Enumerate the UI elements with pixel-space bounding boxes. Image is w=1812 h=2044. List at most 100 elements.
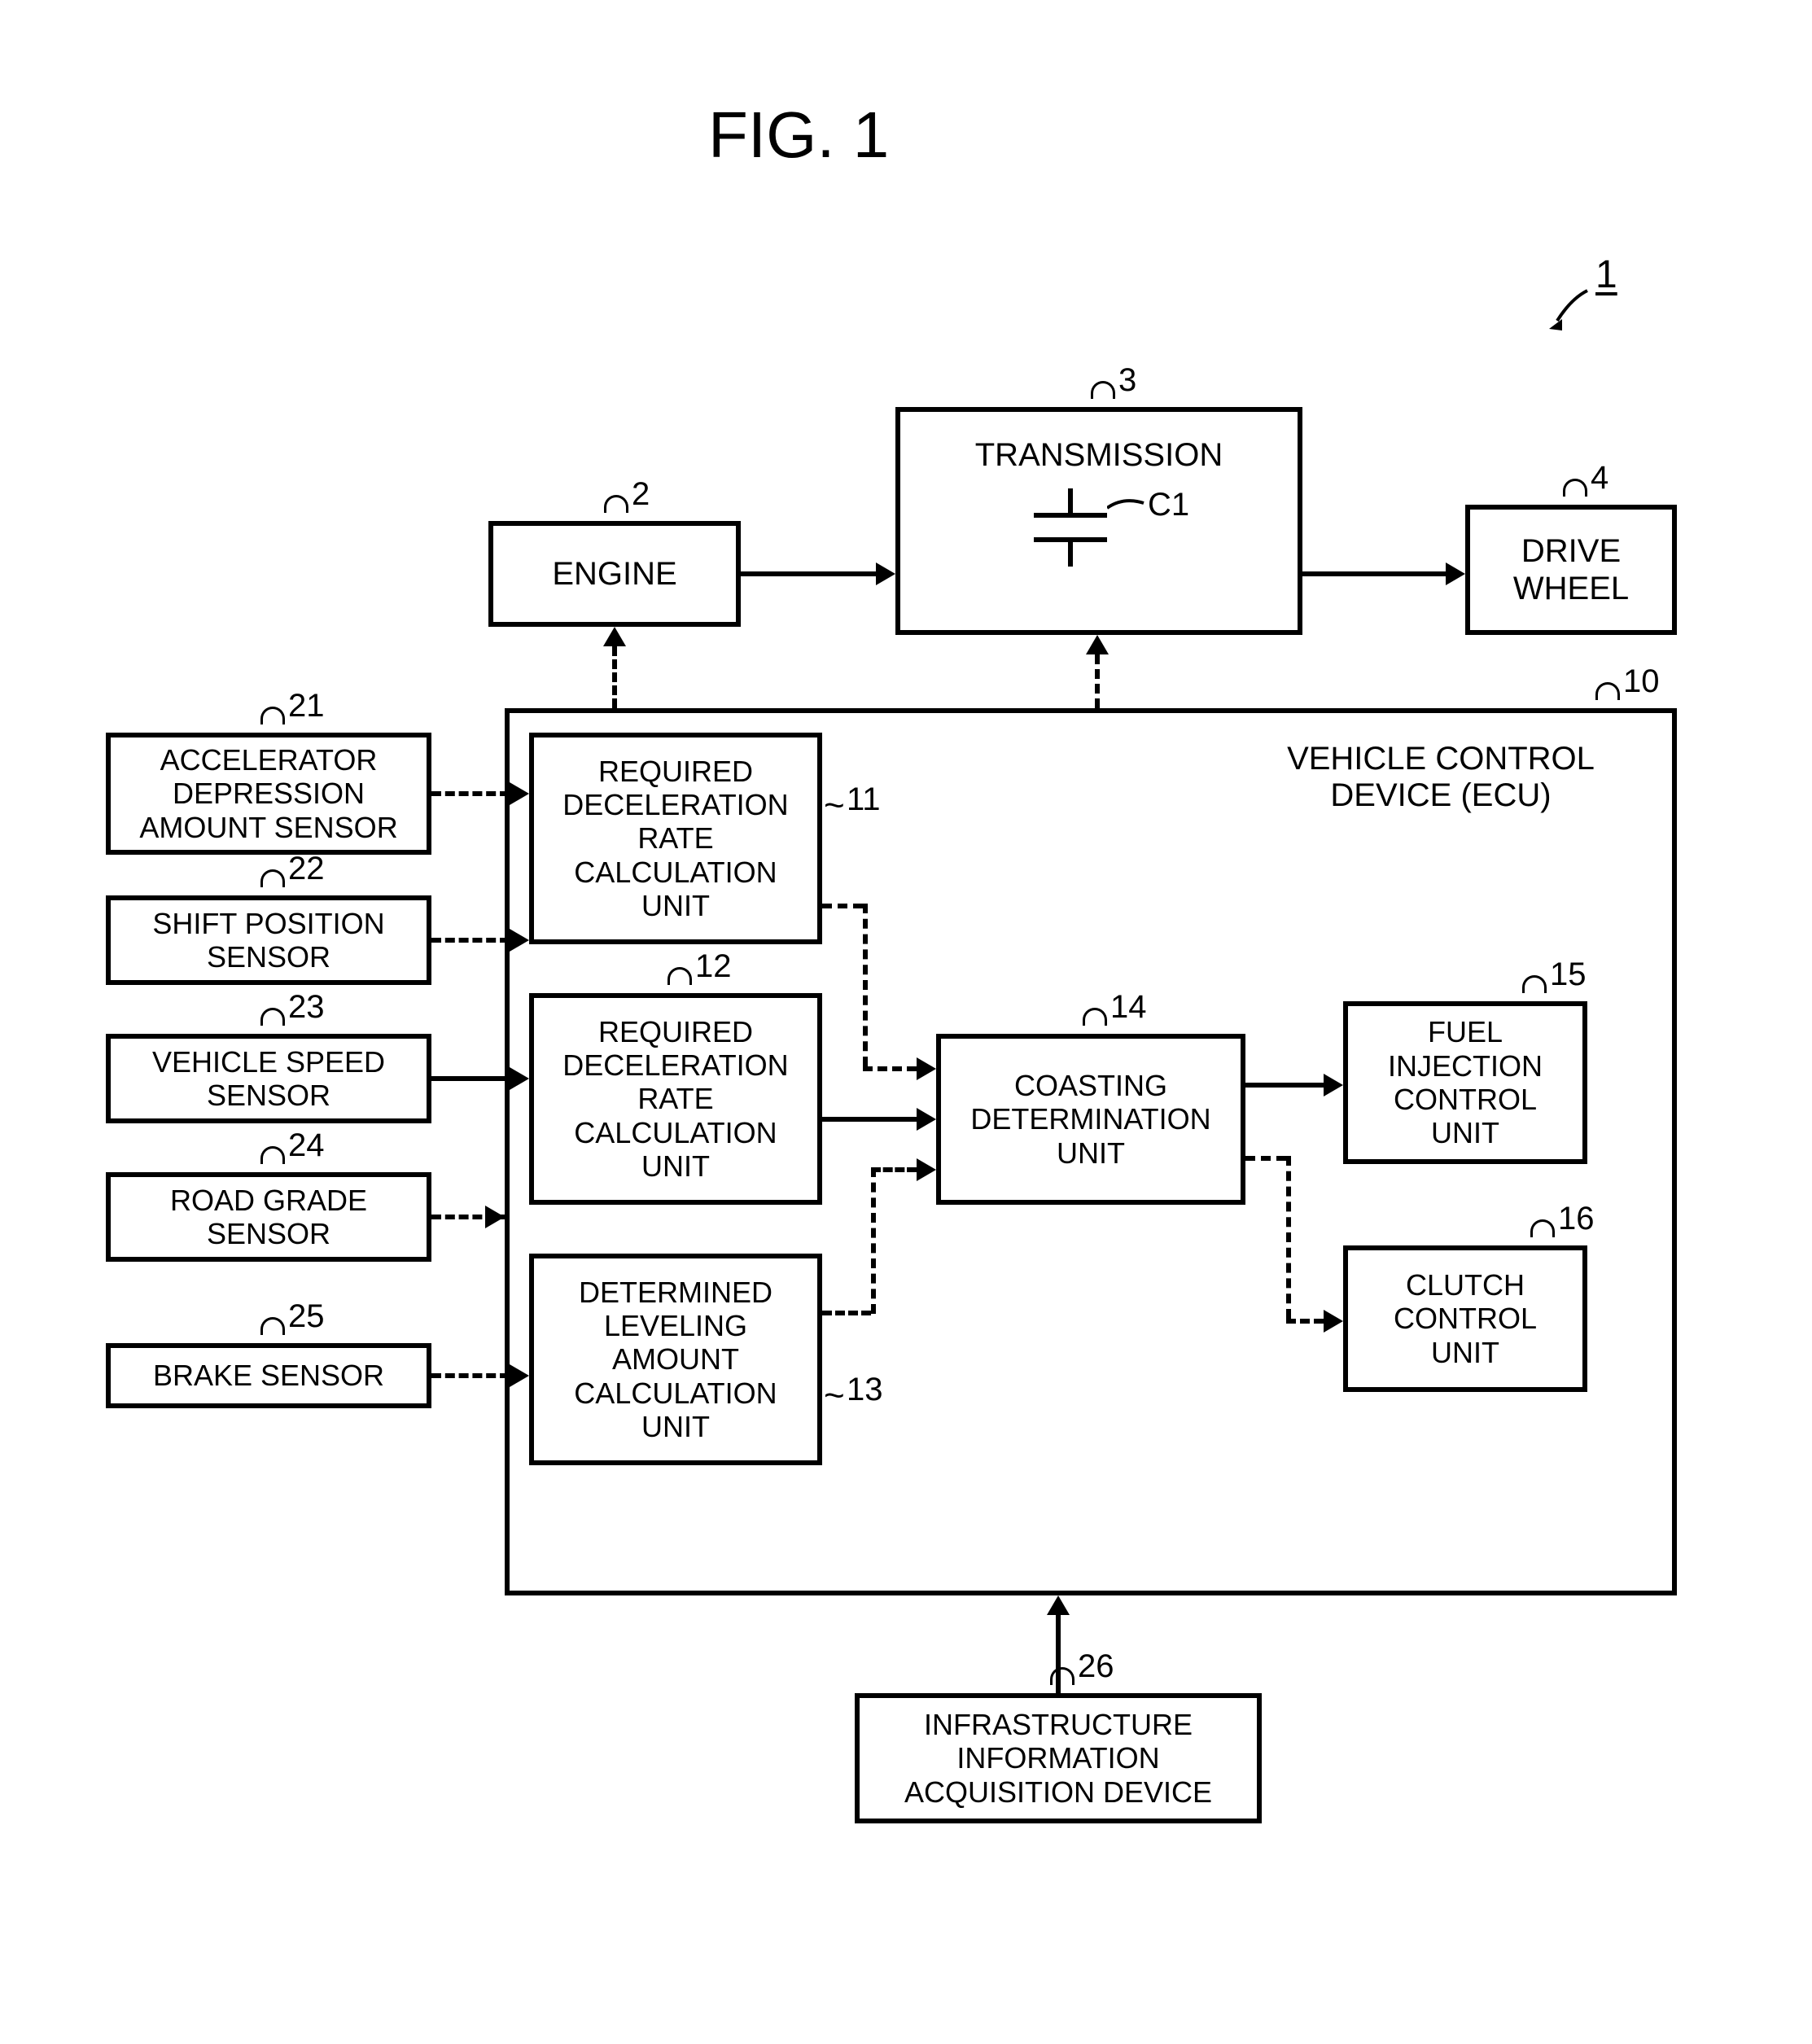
conn-ecu-trans	[1095, 654, 1100, 708]
diagram-canvas: FIG. 1 1 ENGINE 2 TRANSMISSION 3 C1 DRIV…	[0, 0, 1812, 2044]
ref-curve-24	[260, 1146, 285, 1164]
u13-label: DETERMINED LEVELING AMOUNT CALCULATION U…	[574, 1276, 777, 1444]
ref-15: 15	[1550, 956, 1587, 993]
engine-label: ENGINE	[552, 555, 676, 593]
clutch-lead-icon	[1107, 495, 1148, 519]
ecu-label: VEHICLE CONTROL DEVICE (ECU)	[1254, 741, 1628, 814]
u15-box: FUEL INJECTION CONTROL UNIT	[1343, 1001, 1587, 1164]
transmission-label: TRANSMISSION	[975, 436, 1223, 474]
ref-14: 14	[1110, 989, 1147, 1026]
ref-curve-26	[1050, 1667, 1075, 1685]
u12-box: REQUIRED DECELERATION RATE CALCULATION U…	[529, 993, 822, 1205]
ref-curve-23	[260, 1008, 285, 1026]
ref-curve-10	[1595, 682, 1620, 700]
ref-1-arrow-icon	[1543, 287, 1600, 335]
ref-curve-3	[1091, 381, 1115, 399]
conn-engine-trans	[741, 571, 876, 576]
arrow-engine-trans-icon	[876, 562, 895, 585]
s22-label: SHIFT POSITION SENSOR	[152, 907, 384, 974]
ref-curve-25	[260, 1317, 285, 1335]
conn-u14-u16-h1	[1245, 1156, 1286, 1161]
ref-curve-14	[1083, 1008, 1107, 1026]
s21-box: ACCELERATOR DEPRESSION AMOUNT SENSOR	[106, 733, 431, 855]
u13-box: DETERMINED LEVELING AMOUNT CALCULATION U…	[529, 1254, 822, 1465]
s24-label: ROAD GRADE SENSOR	[170, 1184, 367, 1251]
clutch-label: C1	[1148, 487, 1189, 523]
ref-21: 21	[288, 688, 325, 724]
arrow-s26-icon	[1047, 1595, 1070, 1615]
arrow-s24-icon	[485, 1206, 505, 1228]
conn-s26	[1056, 1615, 1061, 1693]
engine-box: ENGINE	[488, 521, 741, 627]
s23-label: VEHICLE SPEED SENSOR	[152, 1045, 385, 1113]
ref-26: 26	[1078, 1648, 1114, 1685]
figure-title: FIG. 1	[708, 98, 889, 173]
tilde-11: ~	[824, 786, 845, 826]
s26-box: INFRASTRUCTURE INFORMATION ACQUISITION D…	[855, 1693, 1262, 1823]
conn-u14-u16-h2	[1286, 1319, 1324, 1324]
u14-box: COASTING DETERMINATION UNIT	[936, 1034, 1245, 1205]
s21-label: ACCELERATOR DEPRESSION AMOUNT SENSOR	[139, 743, 397, 844]
ref-curve-21	[260, 707, 285, 724]
arrow-u11-u14-icon	[917, 1057, 936, 1080]
conn-s22	[431, 938, 510, 943]
arrow-u14-u16-icon	[1324, 1310, 1343, 1333]
conn-u14-u15	[1245, 1083, 1324, 1088]
u16-label: CLUTCH CONTROL UNIT	[1394, 1268, 1537, 1369]
arrow-u14-u15-icon	[1324, 1074, 1343, 1096]
u12-label: REQUIRED DECELERATION RATE CALCULATION U…	[562, 1015, 788, 1184]
s23-box: VEHICLE SPEED SENSOR	[106, 1034, 431, 1123]
ref-16: 16	[1558, 1201, 1595, 1237]
conn-s21	[431, 791, 510, 796]
arrow-s21-icon	[510, 782, 529, 805]
drive-wheel-box: DRIVE WHEEL	[1465, 505, 1677, 635]
u11-box: REQUIRED DECELERATION RATE CALCULATION U…	[529, 733, 822, 944]
conn-u14-u16-v	[1286, 1156, 1291, 1319]
ref-curve-4	[1563, 479, 1587, 497]
tilde-13: ~	[824, 1376, 845, 1416]
u11-label: REQUIRED DECELERATION RATE CALCULATION U…	[562, 755, 788, 923]
conn-u13-r2	[871, 1167, 917, 1172]
conn-u12-u14	[822, 1117, 917, 1122]
ref-curve-15	[1522, 975, 1547, 993]
conn-s25	[431, 1373, 510, 1378]
arrow-ecu-engine-icon	[603, 627, 626, 646]
arrow-u12-u14-icon	[917, 1108, 936, 1131]
conn-u11-r2	[863, 1066, 917, 1071]
s24-box: ROAD GRADE SENSOR	[106, 1172, 431, 1262]
clutch-top-v	[1068, 488, 1073, 513]
ref-12: 12	[695, 948, 732, 985]
conn-u13-r1	[822, 1311, 871, 1315]
ref-10: 10	[1623, 663, 1660, 700]
arrow-s23-icon	[510, 1067, 529, 1090]
clutch-top-h	[1034, 513, 1107, 518]
u16-box: CLUTCH CONTROL UNIT	[1343, 1245, 1587, 1392]
s22-box: SHIFT POSITION SENSOR	[106, 895, 431, 985]
s25-box: BRAKE SENSOR	[106, 1343, 431, 1408]
arrow-u13-u14-icon	[917, 1158, 936, 1181]
ref-curve-22	[260, 869, 285, 887]
transmission-box: TRANSMISSION	[895, 407, 1302, 635]
ref-25: 25	[288, 1298, 325, 1335]
arrow-s22-icon	[510, 929, 529, 952]
arrow-trans-wheel-icon	[1446, 562, 1465, 585]
arrow-s25-icon	[510, 1364, 529, 1387]
conn-trans-wheel	[1302, 571, 1446, 576]
ref-23: 23	[288, 989, 325, 1026]
ref-11: 11	[847, 781, 881, 818]
ref-4: 4	[1591, 460, 1608, 497]
ref-2: 2	[632, 476, 650, 513]
drive-wheel-label: DRIVE WHEEL	[1513, 532, 1629, 607]
arrow-ecu-trans-icon	[1086, 635, 1109, 654]
ref-3: 3	[1118, 362, 1136, 399]
conn-u13-v	[871, 1167, 876, 1314]
ref-curve-2	[604, 495, 628, 513]
conn-u11-d	[863, 904, 868, 1066]
s25-label: BRAKE SENSOR	[153, 1359, 384, 1392]
u15-label: FUEL INJECTION CONTROL UNIT	[1388, 1015, 1543, 1150]
ref-curve-16	[1530, 1219, 1555, 1237]
conn-u11-r1	[822, 904, 863, 908]
ref-curve-12	[667, 967, 692, 985]
ref-24: 24	[288, 1127, 325, 1164]
u14-label: COASTING DETERMINATION UNIT	[970, 1069, 1210, 1170]
